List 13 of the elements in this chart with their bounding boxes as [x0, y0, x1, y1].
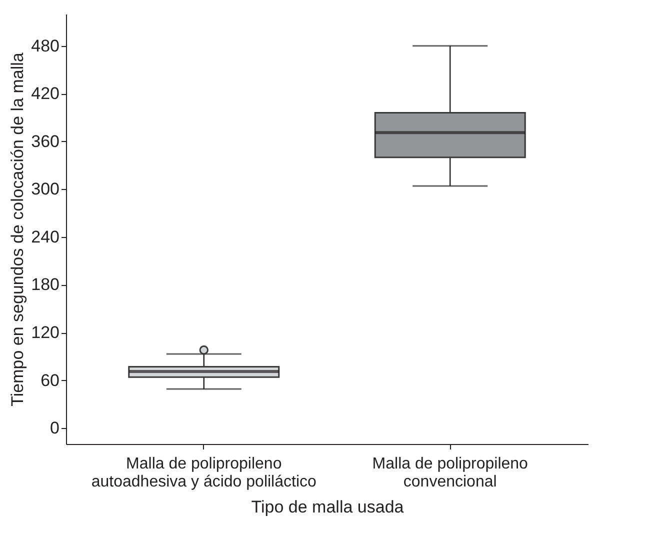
x-axis-title: Tipo de malla usada	[251, 498, 404, 516]
x-tick-label: Malla de polipropileno convencional	[372, 456, 528, 490]
y-tick-label: 120	[31, 323, 60, 342]
y-tick-label: 180	[31, 275, 60, 294]
x-tick-label: Malla de polipropileno autoadhesiva y ácido poliláctico	[91, 456, 317, 490]
y-tick-label: 480	[31, 36, 60, 56]
y-tick-label: 420	[31, 84, 60, 104]
y-tick-label: 60	[40, 370, 60, 390]
y-tick-label: 240	[31, 227, 60, 246]
y-axis-title: Tiempo en segundos de colocación de la malla	[8, 52, 28, 406]
y-tick-label: 360	[31, 132, 60, 151]
y-tick-label: 300	[31, 180, 60, 199]
y-tick-label: 0	[50, 418, 60, 438]
